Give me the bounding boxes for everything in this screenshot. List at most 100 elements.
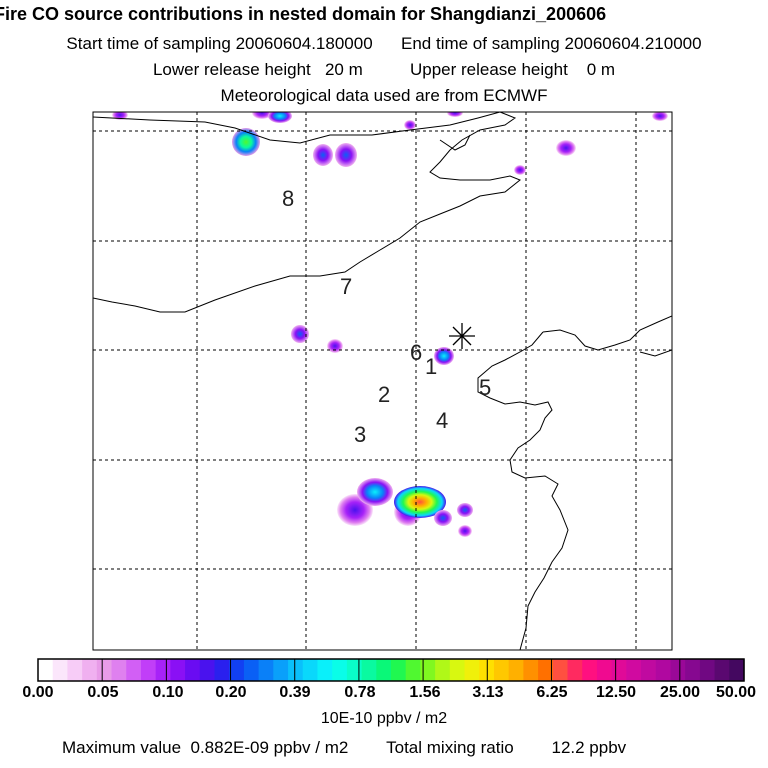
colorbar-tick-label: 0.20 <box>215 684 247 701</box>
total-label: Total mixing ratio <box>386 738 514 757</box>
conc-blob <box>268 112 292 123</box>
colorbar-tick-labels: 0.00 0.05 0.10 0.20 0.39 0.78 1.56 3.13 … <box>0 684 768 706</box>
coastline <box>542 315 672 351</box>
colorbar-cell <box>655 659 672 681</box>
colorbar-cell <box>626 659 642 681</box>
conc-blob-peak <box>394 486 446 518</box>
conc-blob <box>404 120 416 130</box>
colorbar-cell <box>332 659 348 681</box>
colorbar-cell <box>273 659 289 681</box>
max-value: 0.882E-09 ppbv / m2 <box>190 738 349 757</box>
colorbar-cell <box>729 659 745 681</box>
colorbar-cell <box>229 659 245 681</box>
colorbar-tick-label: 6.25 <box>536 684 568 701</box>
colorbar-cell <box>405 659 422 681</box>
conc-blob <box>291 325 309 343</box>
colorbar-cell <box>552 659 569 681</box>
colorbar-cell <box>243 659 260 681</box>
colorbar-cell <box>699 659 716 681</box>
colorbar-cell <box>38 659 54 681</box>
colorbar-cell <box>155 659 171 681</box>
colorbar-tick-label: 50.00 <box>715 684 757 701</box>
region-label: 1 <box>425 354 437 379</box>
colorbar-cell <box>346 659 363 681</box>
colorbar-cell <box>199 659 216 681</box>
colorbar-tick-label: 25.00 <box>659 684 701 701</box>
coastlines <box>93 112 672 650</box>
footer-summary: Maximum value 0.882E-09 ppbv / m2 Total … <box>62 738 626 758</box>
colorbar-cell <box>582 659 598 681</box>
colorbar-tick-label: 0.39 <box>279 684 311 701</box>
colorbar-cell <box>420 659 436 681</box>
end-label: End time of sampling <box>401 34 560 53</box>
coastline <box>477 331 569 650</box>
colorbar-cell <box>82 659 98 681</box>
colorbar-tick-label: 12.50 <box>595 684 637 701</box>
colorbar-cell <box>714 659 730 681</box>
colorbar-cell <box>685 659 701 681</box>
conc-blob <box>434 347 454 365</box>
start-label: Start time of sampling <box>66 34 231 53</box>
upper-value: 0 m <box>586 60 616 79</box>
colorbar-cell <box>302 659 319 681</box>
colorbar-cell <box>538 659 554 681</box>
conc-blob <box>556 140 576 156</box>
colorbar-tick-label: 0.05 <box>87 684 119 701</box>
region-label: 3 <box>354 422 366 447</box>
colorbar-cell <box>508 659 524 681</box>
grid-lines <box>93 112 672 650</box>
region-label: 7 <box>340 274 352 299</box>
colorbar-cell <box>361 659 377 681</box>
end-value: 20060604.210000 <box>564 34 702 53</box>
total-value: 12.2 ppbv <box>551 738 627 757</box>
colorbar-tick-label: 0.78 <box>344 684 376 701</box>
colorbar-cell <box>376 659 392 681</box>
conc-blob <box>457 503 473 517</box>
colorbar-cell <box>611 659 627 681</box>
colorbar-tick-label: 1.56 <box>409 684 441 701</box>
colorbar-cell <box>258 659 274 681</box>
colorbar-cell <box>96 659 113 681</box>
colorbar-cell <box>288 659 304 681</box>
colorbar-tick-label: 3.13 <box>472 684 504 701</box>
region-label: 5 <box>479 375 491 400</box>
colorbar-cell <box>214 659 230 681</box>
colorbar-units: 10E-10 ppbv / m2 <box>320 710 448 727</box>
region-label: 4 <box>436 408 448 433</box>
colorbar-cell <box>493 659 510 681</box>
conc-blob <box>313 144 333 166</box>
colorbar-cell <box>170 659 186 681</box>
concentration-field <box>112 112 668 537</box>
colorbar-cell <box>567 659 583 681</box>
map-plot-area <box>93 112 672 650</box>
colorbar-tick-label: 0.00 <box>22 684 54 701</box>
region-labels: 8 7 6 1 5 2 4 3 <box>282 186 491 447</box>
colorbar-cell <box>317 659 333 681</box>
release-heights: Lower release height 20 m Upper release … <box>0 60 768 80</box>
upper-label: Upper release height <box>409 60 568 79</box>
colorbar-cell <box>523 659 539 681</box>
conc-blob <box>458 525 472 537</box>
colorbar-cell <box>111 659 127 681</box>
region-label: 2 <box>378 382 390 407</box>
colorbar <box>37 658 745 682</box>
conc-blob <box>447 112 463 117</box>
lower-label: Lower release height <box>152 60 311 79</box>
colorbar-cell <box>140 659 157 681</box>
conc-blob <box>327 339 343 353</box>
map-frame <box>92 111 673 651</box>
colorbar-cell <box>52 659 69 681</box>
colorbar-cell <box>67 659 83 681</box>
conc-blob <box>232 128 260 156</box>
start-value: 20060604.180000 <box>235 34 373 53</box>
colorbar-cell <box>670 659 686 681</box>
sampling-times: Start time of sampling 20060604.180000 E… <box>0 34 768 54</box>
coastline <box>439 134 471 151</box>
coastline <box>639 349 672 357</box>
lower-value: 20 m <box>324 60 363 79</box>
max-label: Maximum value <box>62 738 182 757</box>
page-title: Fire CO source contributions in nested d… <box>0 4 607 24</box>
conc-blob <box>252 112 272 119</box>
colorbar-cell <box>435 659 451 681</box>
